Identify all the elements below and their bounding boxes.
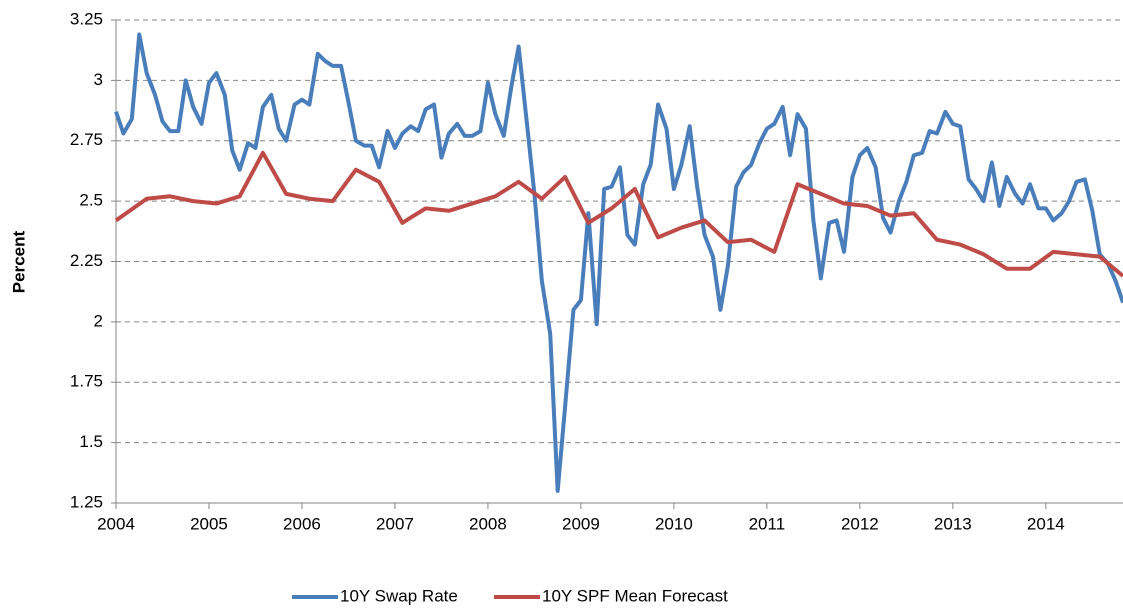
x-tick-label: 2006 [283, 514, 321, 533]
y-tick-label: 2.5 [79, 191, 103, 210]
x-tick-label: 2004 [97, 514, 135, 533]
y-tick-label: 2 [94, 311, 103, 330]
x-tick-label: 2010 [655, 514, 693, 533]
legend-label: 10Y SPF Mean Forecast [542, 586, 728, 605]
y-tick-label: 2.75 [70, 130, 103, 149]
x-tick-label: 2009 [562, 514, 600, 533]
x-tick-label: 2008 [469, 514, 507, 533]
y-tick-label: 3 [94, 70, 103, 89]
legend-label: 10Y Swap Rate [340, 586, 458, 605]
legend: 10Y Swap Rate 10Y SPF Mean Forecast [292, 586, 728, 605]
y-tick-label: 1.75 [70, 372, 103, 391]
series-line [114, 150, 1123, 278]
series-line [114, 32, 1123, 493]
axes: 1.25 1.5 1.75 2 2.25 2.5 2.75 3 3.25 2004 2005 2006… [70, 9, 1123, 533]
x-tick-label: 2005 [190, 514, 228, 533]
x-tick-label: 2012 [841, 514, 879, 533]
y-tick-label: 2.25 [70, 251, 103, 270]
y-tick-label: 1.5 [79, 432, 103, 451]
x-tick-label: 2013 [934, 514, 972, 533]
lines [114, 32, 1123, 493]
x-tick-label: 2007 [376, 514, 414, 533]
grid [116, 19, 1123, 444]
y-tick-label: 3.25 [70, 9, 103, 28]
x-tick-label: 2014 [1027, 514, 1065, 533]
y-tick-label: 1.25 [70, 492, 103, 511]
x-tick-label: 2011 [749, 514, 786, 533]
y-axis-label: Percent [9, 230, 28, 293]
